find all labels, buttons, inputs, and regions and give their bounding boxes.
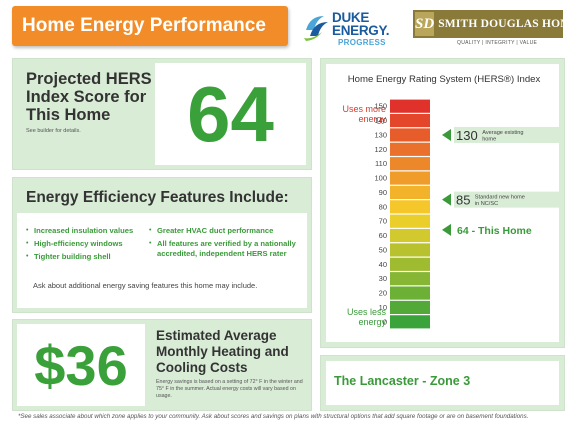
marker-number: 85	[456, 193, 470, 208]
marker-caption: Average existing home	[482, 130, 523, 143]
scale-segment	[390, 99, 430, 113]
plan-box	[326, 361, 559, 405]
builder-logo-tagline: QUALITY | INTEGRITY | VALUE	[457, 40, 538, 46]
hers-score-title: Projected HERS Index Score for This Home	[26, 70, 152, 124]
scale-tick-label: 70	[379, 217, 387, 226]
scale-tick-label: 60	[379, 231, 387, 240]
builder-logo: SD SMITH DOUGLAS HOMES QUALITY | INTEGRI…	[413, 10, 576, 46]
marker-label-background	[454, 126, 560, 143]
scale-segment	[390, 300, 430, 315]
scale-segment	[390, 128, 430, 142]
scale-segment	[390, 157, 430, 171]
bullet-icon: •	[149, 240, 152, 247]
scale-segment	[390, 214, 430, 228]
scale-tick-label: 0	[383, 317, 387, 326]
page-title: Home Energy Performance	[12, 6, 288, 46]
scale-segment	[390, 243, 430, 257]
this-home-marker-label: 64 - This Home	[457, 225, 532, 237]
duke-energy-name: DUKE ENERGY.	[332, 10, 390, 38]
scale-tick-label: 10	[379, 303, 387, 312]
hers-score-box	[155, 63, 306, 165]
bullet-icon: •	[26, 240, 29, 247]
duke-energy-logo: DUKE ENERGY. PROGRESS	[302, 8, 402, 50]
scale-segment	[390, 171, 430, 185]
feature-item: High-efficiency windows	[34, 239, 123, 248]
marker-caption: Standard new home in NC/SC	[475, 195, 525, 208]
feature-item: Greater HVAC duct performance	[157, 226, 274, 235]
scale-tick-label: 20	[379, 289, 387, 298]
builder-logo-mark: SD	[415, 12, 435, 36]
scale-tick-label: 50	[379, 245, 387, 254]
scale-segment	[390, 185, 430, 200]
scale-tick-label: 30	[379, 274, 387, 283]
scale-tick-label: 100	[374, 174, 387, 183]
scale-segment	[390, 257, 430, 271]
cost-amount-box	[17, 324, 145, 406]
builder-logo-box: SD SMITH DOUGLAS HOMES	[413, 10, 576, 38]
scale-tick-label: 130	[374, 130, 387, 139]
bullet-icon: •	[26, 227, 29, 234]
marker-arrow-icon	[442, 128, 451, 141]
scale-segment	[390, 142, 430, 156]
scale-segment	[390, 315, 430, 329]
hers-score-value: 64	[187, 70, 274, 158]
marker-arrow-icon	[442, 193, 451, 206]
scale-segment	[390, 200, 430, 214]
uses-more-energy-label: Uses more energy	[342, 104, 386, 124]
bullet-icon: •	[149, 227, 152, 234]
scale-tick-label: 90	[379, 188, 387, 197]
duke-energy-sub: PROGRESS	[338, 38, 386, 47]
uses-less-energy-label: Uses less energy	[346, 307, 386, 327]
scale-segment	[390, 113, 430, 128]
scale-tick-label: 80	[379, 202, 387, 211]
scale-segment	[390, 228, 430, 243]
bullet-icon: •	[26, 253, 29, 260]
feature-item: Increased insulation values	[34, 226, 134, 235]
cost-title: Estimated Average Monthly Heating and Co…	[156, 328, 289, 375]
footnote: *See sales associate about which zone ap…	[18, 413, 529, 420]
hers-scale: 1501401301201101009080706050403020100130…	[374, 99, 560, 329]
scale-tick-label: 110	[375, 159, 387, 168]
scale-tick-label: 150	[374, 102, 387, 111]
hers-index-title: Home Energy Rating System (HERS®) Index	[347, 74, 541, 85]
features-ask-note: Ask about additional energy saving featu…	[33, 281, 258, 290]
marker-arrow-icon	[442, 223, 451, 236]
scale-tick-label: 120	[374, 145, 387, 154]
feature-item: Tighter building shell	[34, 252, 111, 261]
cost-note: Energy savings is based on a setting of …	[156, 379, 303, 399]
plan-name: The Lancaster - Zone 3	[334, 374, 471, 388]
marker-label-background	[454, 191, 560, 208]
features-list-box	[17, 213, 307, 308]
marker-number: 130	[456, 128, 478, 143]
scale-tick-label: 40	[379, 260, 387, 269]
scale-segment	[390, 272, 430, 286]
feature-item: All features are verified by a nationall…	[157, 239, 296, 258]
features-title: Energy Efficiency Features Include:	[26, 189, 289, 206]
scale-segment	[390, 286, 430, 300]
hers-score-note: See builder for details.	[26, 128, 81, 134]
builder-logo-name: SMITH DOUGLAS HOMES	[438, 18, 576, 30]
scale-tick-label: 140	[374, 116, 387, 125]
cost-amount: $36	[34, 334, 128, 397]
duke-energy-mark-icon	[304, 16, 328, 41]
